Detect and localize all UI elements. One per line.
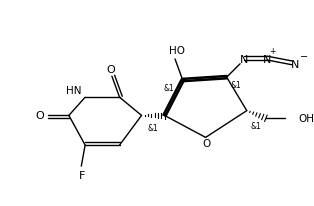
Text: O: O [106,64,115,74]
Text: OH: OH [298,114,314,124]
Text: −: − [300,52,308,62]
Text: O: O [203,138,211,149]
Text: N: N [290,60,299,69]
Text: +: + [269,47,276,56]
Text: O: O [36,111,45,121]
Text: &1: &1 [231,81,241,90]
Text: N: N [263,55,271,65]
Text: HO: HO [169,46,185,56]
Text: N: N [240,55,248,65]
Text: F: F [79,170,85,180]
Text: HN: HN [66,85,81,95]
Text: &1: &1 [251,122,262,131]
Text: &1: &1 [164,84,175,93]
Text: &1: &1 [148,124,158,133]
